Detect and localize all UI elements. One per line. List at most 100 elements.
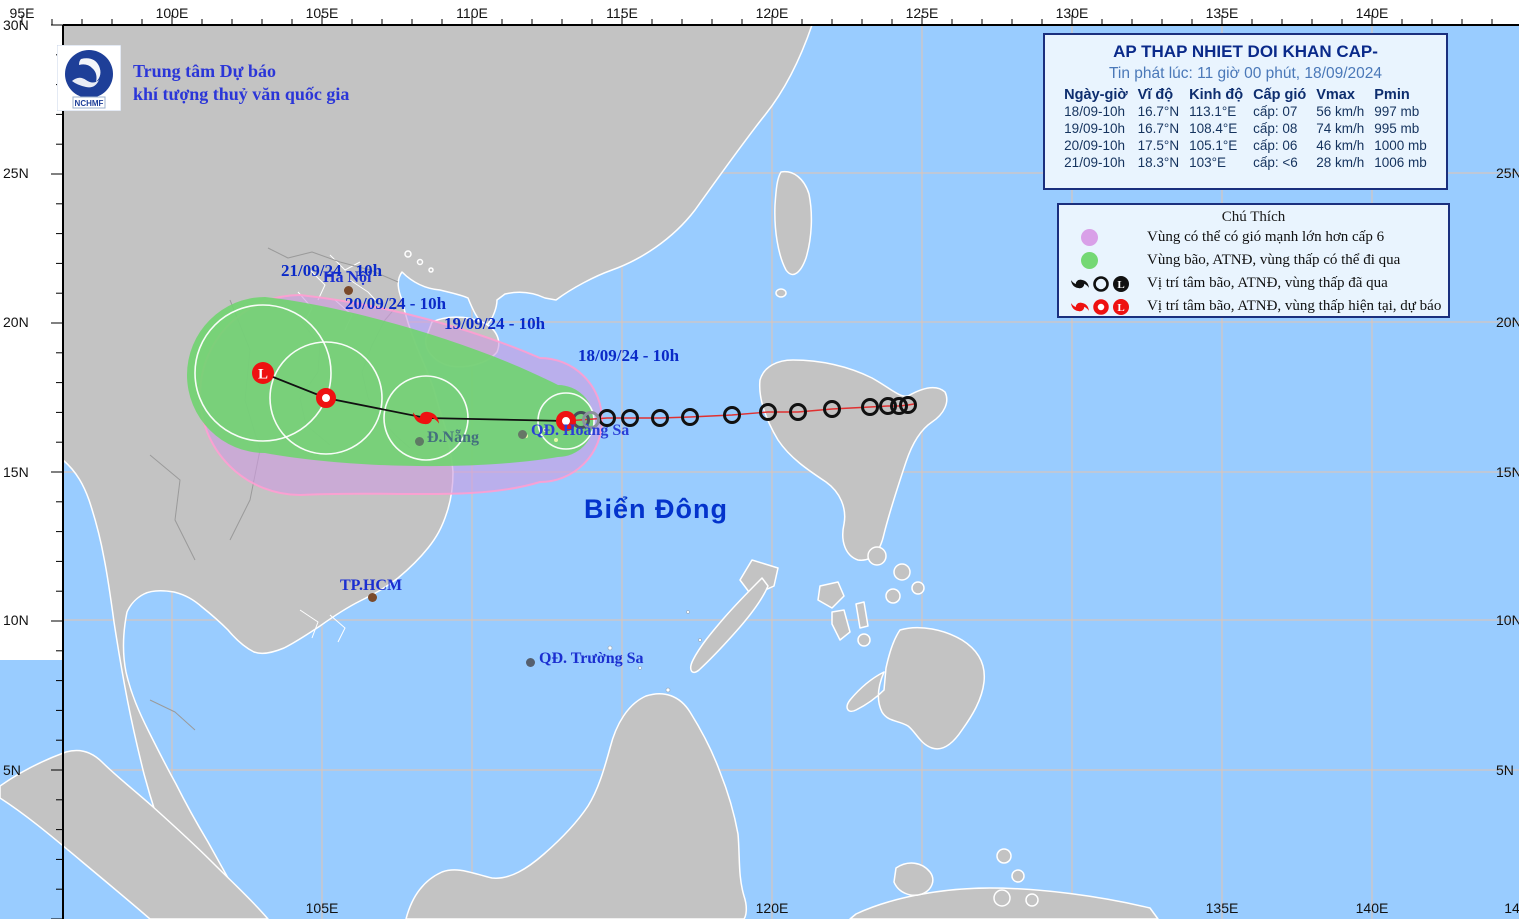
top-axis-margin xyxy=(0,0,1519,25)
agency-name-line1: Trung tâm Dự báo xyxy=(133,61,276,81)
islet xyxy=(428,267,434,273)
lat-label-left: 15N xyxy=(3,464,29,480)
legend-item-label: Vùng có thể có gió mạnh lớn hơn cấp 6 xyxy=(1147,229,1385,245)
forecast-table-row: 19/09-10h 16.7°N 108.4°E cấp: 08 74 km/h 995 … xyxy=(1059,120,1432,137)
islet xyxy=(775,288,787,298)
agency-name-line2: khí tượng thuỷ văn quốc gia xyxy=(133,83,350,104)
mindanao-island xyxy=(846,626,986,750)
place-dot xyxy=(525,657,535,667)
forecast-table-header: Pmin xyxy=(1374,87,1410,103)
island xyxy=(1025,893,1039,907)
place-dot xyxy=(367,592,377,602)
legend-item: Vùng bão, ATNĐ, vùng thấp có thể đi qua xyxy=(1059,249,1448,272)
negros-island xyxy=(831,609,851,641)
pink-zone-icon xyxy=(1081,229,1098,246)
past-position-marker xyxy=(890,397,908,415)
forecast-table-row: 20/09-10h 17.5°N 105.1°E cấp: 06 46 km/h 1000… xyxy=(1059,137,1432,154)
storm-center-ring-marker xyxy=(316,388,336,408)
axis-ticks xyxy=(21,15,1493,919)
forecast-table-header: Ngày-giờ xyxy=(1064,87,1128,103)
past-track-line xyxy=(565,403,915,422)
recent-position-marker xyxy=(582,411,600,429)
forecast-table-cell: 18/09-10h xyxy=(1064,104,1125,119)
legend-panel: Chú Thích Vùng có thể có gió mạnh lớn hơ… xyxy=(1057,203,1450,318)
bulletin-issued-time: Tin phát lúc: 11 giờ 00 phút, 18/09/2024 xyxy=(1109,65,1382,82)
place-label: QĐ. Trường Sa xyxy=(539,650,644,667)
islet xyxy=(404,250,412,258)
lat-label-right: 5N xyxy=(1496,762,1514,778)
bulletin-title: AP THAP NHIET DOI KHAN CAP- xyxy=(1113,42,1378,61)
forecast-table-cell: cấp: 07 xyxy=(1253,104,1298,119)
lat-label-left: 10N xyxy=(3,612,29,628)
taiwan-island xyxy=(774,170,813,276)
borneo-island xyxy=(405,692,748,919)
lat-label-left: 5N xyxy=(3,762,21,778)
forecast-table-cell: 46 km/h xyxy=(1316,138,1365,153)
forecast-table-cell: 56 km/h xyxy=(1316,104,1365,119)
lon-label-top: 110E xyxy=(456,5,488,21)
past-position-marker xyxy=(651,409,669,427)
lat-label-right: 15N xyxy=(1496,464,1519,480)
forecast-time-label: 18/09/24 - 10h xyxy=(578,346,680,365)
forecast-table-cell: cấp: 06 xyxy=(1253,138,1298,153)
axis-labels: 95E 100E 105E 110E 115E 120E 125E 130E 135E 140E 3… xyxy=(3,5,1519,778)
lon-label-bottom: 14 xyxy=(1504,900,1519,916)
lon-label-bottom: 120E xyxy=(756,900,789,916)
ring-current-icon xyxy=(1093,298,1109,315)
forecast-table-cell: 997 mb xyxy=(1374,104,1420,119)
past-position-marker xyxy=(861,398,879,416)
lon-label-top: 115E xyxy=(606,5,638,21)
forecast-table-header: Vĩ độ xyxy=(1137,87,1174,103)
lon-label-top: 120E xyxy=(756,5,789,21)
forecast-table-cell: 108.4°E xyxy=(1189,121,1238,136)
forecast-table-row: 21/09-10h 18.3°N 103°E cấp: <6 28 km/h 1006 m… xyxy=(1059,154,1432,171)
forecast-time-label: 19/09/24 - 10h xyxy=(444,314,546,333)
lon-label-top: 95E xyxy=(10,5,35,21)
island xyxy=(996,848,1012,864)
legend-title: Chú Thích xyxy=(1221,209,1286,225)
bulletin-panel: AP THAP NHIET DOI KHAN CAP- Tin phát lúc… xyxy=(1043,33,1448,190)
forecast-track-line xyxy=(262,372,567,422)
legend-item-label: Vùng bão, ATNĐ, vùng thấp có thể đi qua xyxy=(1147,252,1401,268)
island xyxy=(893,563,911,581)
palawan-island xyxy=(690,577,769,674)
forecast-table-cell: cấp: <6 xyxy=(1253,155,1298,170)
forecast-table-cell: 18.3°N xyxy=(1137,155,1180,170)
agency-name: Trung tâm Dự báo khí tượng thuỷ văn quốc… xyxy=(133,60,349,105)
wind-radius-circle xyxy=(269,341,383,455)
wind-radius-circle xyxy=(194,304,332,442)
past-position-marker xyxy=(723,406,741,424)
forecast-table-cell: 113.1°E xyxy=(1189,104,1237,119)
cebu-island xyxy=(855,601,869,629)
lat-label-left: 20N xyxy=(3,314,29,330)
svg-text:L: L xyxy=(1117,302,1124,314)
low-past-icon: L xyxy=(1113,275,1129,292)
storm-center-ring-marker xyxy=(556,411,576,431)
panay-island xyxy=(817,581,845,609)
legend-item: Vùng có thể có gió mạnh lớn hơn cấp 6 xyxy=(1059,226,1448,249)
lon-label-top: 135E xyxy=(1206,5,1239,21)
typhoon-past-icon xyxy=(1071,279,1089,288)
islet xyxy=(554,438,558,442)
island xyxy=(993,889,1011,907)
lat-label-right: 25N xyxy=(1496,165,1519,181)
past-position-marker xyxy=(789,403,807,421)
forecast-time-label: 21/09/24 - 10h xyxy=(281,261,383,280)
place-dot xyxy=(343,285,353,295)
lon-label-top: 130E xyxy=(1056,5,1089,21)
lon-label-top: 105E xyxy=(306,5,339,21)
forecast-table-cell: 1006 mb xyxy=(1374,155,1427,170)
island xyxy=(867,546,887,566)
legend-item-label: Vị trí tâm bão, ATNĐ, vùng thấp đã qua xyxy=(1147,275,1388,291)
green-zone-icon xyxy=(1081,252,1098,269)
forecast-table-header: Vmax xyxy=(1316,87,1355,103)
forecast-table-cell: 28 km/h xyxy=(1316,155,1365,170)
forecast-table-cell: 20/09-10h xyxy=(1064,138,1125,153)
forecast-cones xyxy=(187,293,603,497)
forecast-table-cell: 105.1°E xyxy=(1189,138,1238,153)
forecast-table-header: Cấp gió xyxy=(1253,87,1307,103)
logo-text: NCHMF xyxy=(75,99,104,108)
island xyxy=(911,581,925,595)
lon-label-top: 100E xyxy=(156,5,189,21)
